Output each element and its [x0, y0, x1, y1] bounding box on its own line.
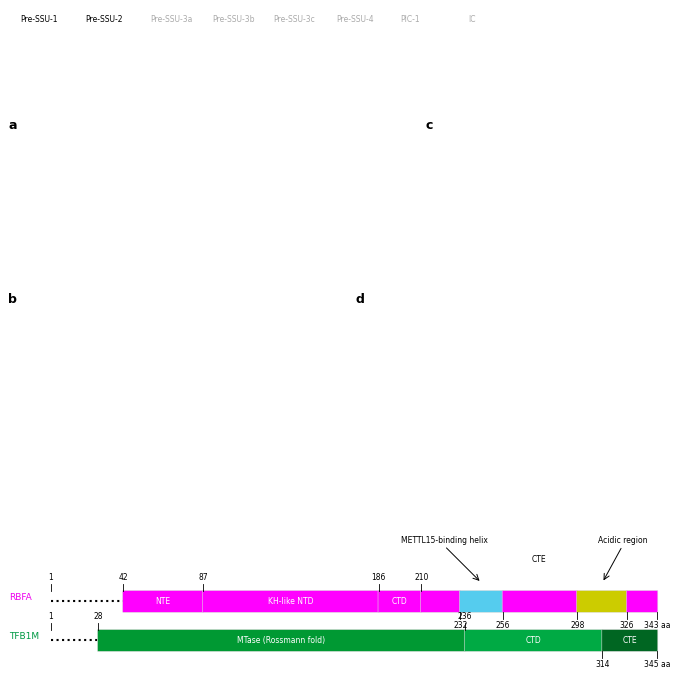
Text: METTL15-binding helix: METTL15-binding helix	[401, 536, 488, 545]
Text: KH-like NTD: KH-like NTD	[268, 597, 313, 606]
Text: 28: 28	[94, 612, 103, 621]
Text: 298: 298	[570, 621, 584, 630]
Text: c: c	[426, 119, 433, 132]
Text: PIC-1: PIC-1	[400, 15, 421, 24]
FancyBboxPatch shape	[626, 590, 658, 612]
Text: 1: 1	[48, 573, 53, 582]
FancyBboxPatch shape	[123, 590, 204, 612]
Text: 256: 256	[495, 621, 510, 630]
Text: 314: 314	[595, 660, 610, 669]
FancyBboxPatch shape	[421, 590, 461, 612]
Text: Pre-SSU-2: Pre-SSU-2	[86, 15, 123, 24]
Text: 343 aa: 343 aa	[644, 621, 671, 630]
Text: CTD: CTD	[392, 597, 408, 606]
Text: CTD: CTD	[526, 636, 542, 645]
Text: Pre-SSU-4: Pre-SSU-4	[336, 15, 374, 24]
Text: d: d	[355, 293, 364, 306]
Text: 236: 236	[458, 612, 472, 621]
Text: a: a	[8, 119, 17, 132]
Text: 1: 1	[48, 612, 53, 621]
FancyBboxPatch shape	[577, 590, 627, 612]
FancyBboxPatch shape	[460, 590, 503, 612]
Text: CTE: CTE	[623, 636, 637, 645]
Text: CTE: CTE	[532, 555, 547, 564]
FancyBboxPatch shape	[502, 590, 578, 612]
Text: 210: 210	[414, 573, 429, 582]
FancyBboxPatch shape	[98, 630, 466, 651]
Text: IC: IC	[468, 15, 476, 24]
Text: b: b	[8, 293, 17, 306]
Text: Pre-SSU-1: Pre-SSU-1	[20, 15, 58, 24]
Text: RBFA: RBFA	[9, 593, 32, 602]
Text: NTE: NTE	[156, 597, 171, 606]
Text: 87: 87	[198, 573, 208, 582]
Text: Pre-SSU-3a: Pre-SSU-3a	[151, 15, 193, 24]
Text: 186: 186	[371, 573, 386, 582]
Text: Pre-SSU-3b: Pre-SSU-3b	[212, 15, 255, 24]
Text: 232: 232	[453, 621, 468, 630]
FancyBboxPatch shape	[378, 590, 422, 612]
Text: TFB1M: TFB1M	[9, 632, 40, 641]
Text: Acidic region: Acidic region	[598, 536, 647, 545]
Text: 42: 42	[119, 573, 128, 582]
FancyBboxPatch shape	[202, 590, 379, 612]
Text: Pre-SSU-3c: Pre-SSU-3c	[273, 15, 315, 24]
FancyBboxPatch shape	[602, 630, 658, 651]
Text: 345 aa: 345 aa	[644, 660, 671, 669]
Text: MTase (Rossmann fold): MTase (Rossmann fold)	[237, 636, 326, 645]
Text: 326: 326	[620, 621, 634, 630]
FancyBboxPatch shape	[464, 630, 603, 651]
